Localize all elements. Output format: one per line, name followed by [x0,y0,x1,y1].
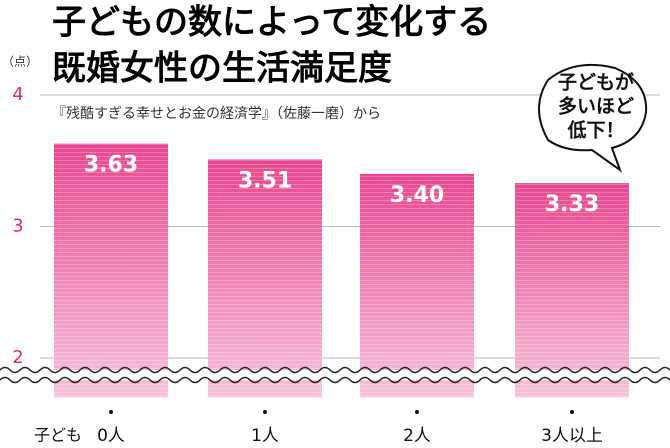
axis-break-line [0,366,670,374]
axis-break [0,370,670,380]
bar-stripes [54,143,168,398]
x-tick-label: 2人 [403,426,431,446]
annotation: 低下！ [566,119,624,142]
category-dot [570,410,574,414]
y-tick-label: 3 [12,216,23,237]
y-tick-label: 4 [12,84,23,105]
x-tick-label: 3人以上 [541,426,603,446]
x-tick-label: 0人 [97,426,125,446]
value-label: 3.63 [84,153,138,178]
value-label: 3.40 [390,183,444,208]
value-label: 3.33 [545,192,599,217]
annotation: 子どもが [558,71,634,94]
x-prefix: 子ども [34,426,82,445]
axis-break-line [0,376,670,384]
y-unit: （点） [2,55,38,69]
bar-stripes [208,159,322,398]
x-tick-label: 1人 [251,426,279,446]
value-label: 3.51 [238,168,292,193]
chart-title: 既婚女性の生活満足度 [52,49,392,89]
category-dot [263,410,267,414]
category-dot [109,410,113,414]
bar-stripes [515,183,629,398]
annotation: 多いほど [558,95,634,118]
y-tick-label: 2 [12,347,23,368]
subtitle: 『残酷すぎる幸せとお金の経済学』（佐藤一磨）から [52,106,381,122]
category-dot [415,410,419,414]
chart-title: 子どもの数によって変化する [52,3,491,43]
bar-stripes [360,173,474,398]
